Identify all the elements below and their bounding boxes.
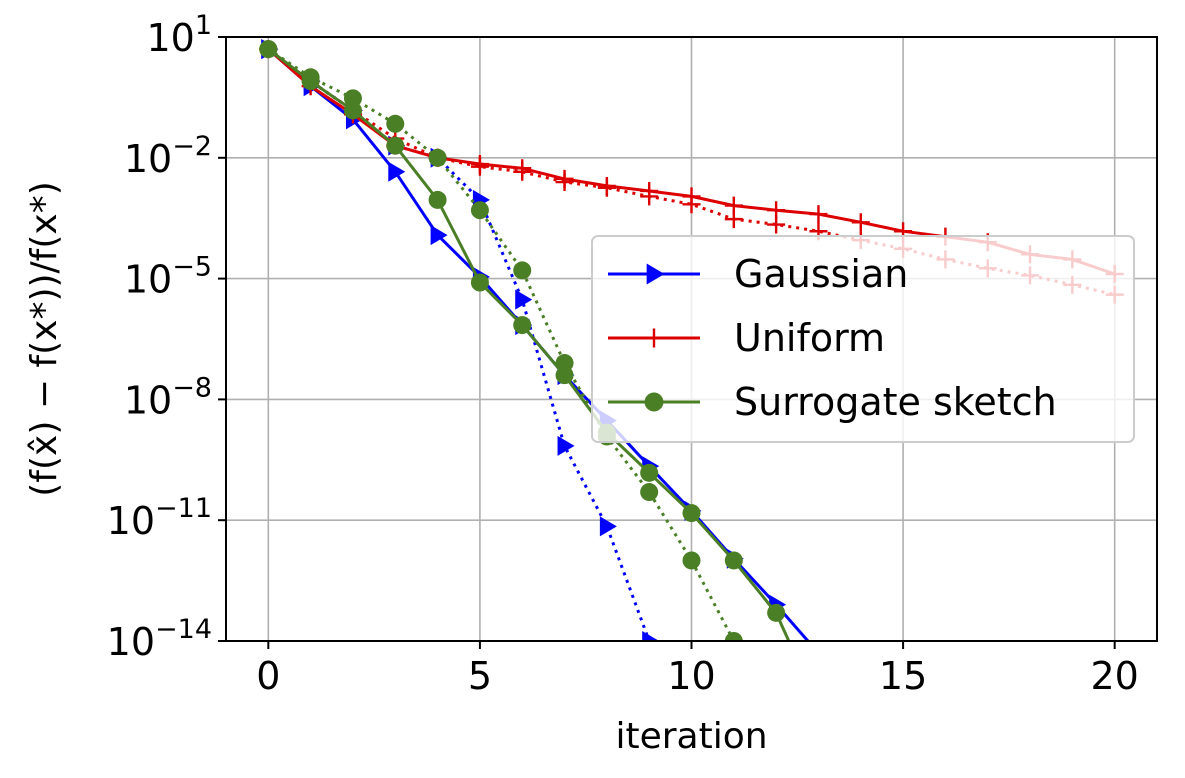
data-point xyxy=(682,504,701,523)
data-point xyxy=(386,136,405,155)
y-tick-label: 10−8 xyxy=(124,372,212,422)
x-tick-label: 5 xyxy=(468,654,492,698)
data-point xyxy=(724,210,743,229)
y-tick-label: 10−5 xyxy=(124,252,212,302)
data-point xyxy=(640,483,659,502)
data-point xyxy=(515,289,533,310)
y-tick-exponent: 1 xyxy=(195,10,212,41)
data-point xyxy=(724,632,743,641)
data-point xyxy=(724,551,743,570)
y-tick-label: 10−11 xyxy=(107,493,212,543)
y-tick-label: 101 xyxy=(146,10,212,60)
legend-item: Uniform xyxy=(608,316,885,360)
y-tick-exponent: −14 xyxy=(155,614,212,645)
data-point xyxy=(470,273,489,292)
data-point xyxy=(513,261,532,280)
data-point xyxy=(430,225,448,246)
x-tick-label: 20 xyxy=(1091,654,1139,698)
y-tick-base: 10 xyxy=(124,258,172,302)
y-tick-base: 10 xyxy=(107,499,155,543)
y-tick-exponent: −2 xyxy=(172,131,212,162)
y-tick-label: 10−2 xyxy=(124,131,212,181)
data-point xyxy=(767,215,786,234)
data-point xyxy=(644,328,664,348)
data-point xyxy=(259,40,278,59)
x-tick-label: 10 xyxy=(667,654,715,698)
x-tick-label: 15 xyxy=(879,654,927,698)
data-point xyxy=(513,316,532,335)
legend-item: Gaussian xyxy=(608,252,908,296)
y-tick-base: 10 xyxy=(146,16,194,60)
data-point xyxy=(301,68,320,87)
y-tick-label: 10−14 xyxy=(107,614,212,664)
series-line xyxy=(267,47,1116,297)
data-point xyxy=(555,354,574,373)
y-tick-exponent: −5 xyxy=(172,252,212,283)
data-point xyxy=(597,178,616,197)
data-point xyxy=(767,603,786,622)
data-point xyxy=(428,190,447,209)
data-point xyxy=(386,114,405,133)
legend-label: Gaussian xyxy=(734,252,908,296)
y-tick-exponent: −11 xyxy=(155,493,212,524)
y-tick-base: 10 xyxy=(124,378,172,422)
data-point xyxy=(555,173,574,192)
legend: Gaussian Uniform Surrogate sketch xyxy=(591,235,1135,443)
data-point xyxy=(470,157,489,176)
data-point xyxy=(640,187,659,206)
data-point xyxy=(851,213,870,232)
data-point xyxy=(513,162,532,181)
y-axis-label: (f(x̂) − f(x*))/f(x*) xyxy=(24,181,65,496)
series-line xyxy=(267,47,791,641)
legend-label: Surrogate sketch xyxy=(734,380,1057,424)
data-point xyxy=(470,201,489,220)
legend-box xyxy=(591,235,1135,443)
data-point xyxy=(428,148,447,167)
y-tick-base: 10 xyxy=(107,620,155,664)
data-point xyxy=(682,195,701,214)
data-point xyxy=(557,435,575,456)
legend-item: Surrogate sketch xyxy=(608,380,1057,424)
x-axis-label: iteration xyxy=(615,716,767,757)
x-tick-label: 0 xyxy=(256,654,280,698)
y-tick-base: 10 xyxy=(124,137,172,181)
y-tick-exponent: −8 xyxy=(172,372,212,403)
data-point xyxy=(640,463,659,482)
legend-label: Uniform xyxy=(734,316,885,360)
data-point xyxy=(642,631,660,641)
data-point xyxy=(809,205,828,224)
data-point xyxy=(388,161,406,182)
data-point xyxy=(682,551,701,570)
data-point xyxy=(646,263,665,285)
data-point xyxy=(599,516,617,537)
data-point xyxy=(644,392,664,412)
data-point xyxy=(343,89,362,108)
